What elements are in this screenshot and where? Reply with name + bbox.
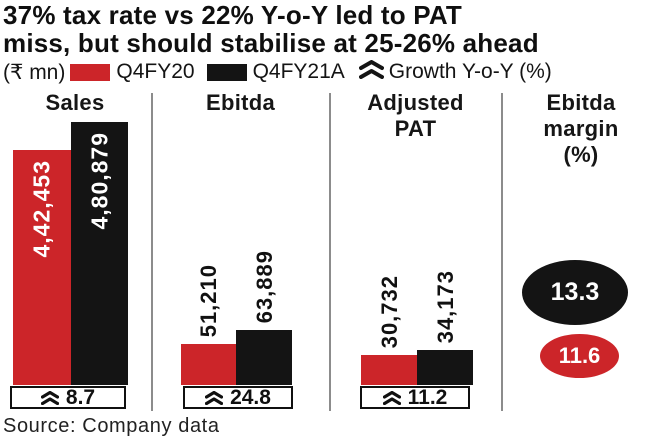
legend-label-q4fy20: Q4FY20 <box>116 60 195 83</box>
margin-ellipse-q4fy21a: 13.3 <box>522 260 628 325</box>
growth-chevron-icon <box>358 59 384 85</box>
bar-pat-q4fy20 <box>361 355 417 385</box>
growth-chevron-icon <box>382 390 401 405</box>
source-note: Source: Company data <box>3 415 220 437</box>
bar-ebitda-q4fy21a <box>236 330 292 385</box>
legend-swatch-q4fy20 <box>70 63 111 81</box>
growth-box-ebitda: 24.8 <box>183 386 293 409</box>
value-ebitda-q4fy21a: 63,889 <box>252 249 277 323</box>
growth-value-sales: 8.7 <box>65 385 96 409</box>
bar-ebitda-q4fy20 <box>181 344 236 385</box>
bar-sales-q4fy20: 4,42,453 <box>13 150 71 385</box>
growth-value-pat: 11.2 <box>407 385 448 409</box>
unit-label: (₹ mn) <box>3 60 66 84</box>
chart-title-line2: miss, but should stabilise at 25-26% ahe… <box>3 28 539 58</box>
bar-sales-q4fy21a: 4,80,879 <box>71 122 128 385</box>
header-ebitda-margin: Ebitda margin (%) <box>543 90 619 167</box>
legend: (₹ mn) Q4FY20 Q4FY21A Growth Y-o-Y (%) <box>3 59 552 85</box>
value-sales-q4fy21a: 4,80,879 <box>86 132 112 230</box>
chart-area: Sales Ebitda Adjusted PAT Ebitda margin … <box>0 88 660 415</box>
legend-growth-label: Growth Y-o-Y (%) <box>388 60 552 83</box>
column-divider <box>329 93 331 411</box>
chart-title-line1: 37% tax rate vs 22% Y-o-Y led to PAT <box>3 0 463 30</box>
header-adjusted-pat: Adjusted PAT <box>367 90 464 141</box>
header-sales: Sales <box>45 90 105 115</box>
header-ebitda: Ebitda <box>205 90 276 115</box>
bar-pat-q4fy21a <box>417 350 473 385</box>
value-pat-q4fy20: 30,732 <box>377 274 402 348</box>
value-ebitda-q4fy20: 51,210 <box>196 263 221 337</box>
margin-value-q4fy21a: 13.3 <box>550 278 600 306</box>
chart-title: 37% tax rate vs 22% Y-o-Y led to PAT mis… <box>3 1 539 57</box>
margin-ellipse-q4fy20: 11.6 <box>540 334 619 378</box>
column-divider <box>151 93 153 411</box>
growth-box-pat: 11.2 <box>360 386 470 409</box>
growth-box-sales: 8.7 <box>10 386 126 409</box>
value-sales-q4fy20: 4,42,453 <box>28 160 55 258</box>
growth-chevron-icon <box>205 390 224 405</box>
growth-chevron-icon <box>40 390 59 405</box>
legend-label-q4fy21a: Q4FY21A <box>252 60 345 83</box>
value-pat-q4fy21a: 34,173 <box>433 269 458 343</box>
growth-value-ebitda: 24.8 <box>230 385 271 409</box>
column-divider <box>501 93 503 411</box>
legend-swatch-q4fy21a <box>206 63 247 81</box>
margin-value-q4fy20: 11.6 <box>558 343 601 368</box>
